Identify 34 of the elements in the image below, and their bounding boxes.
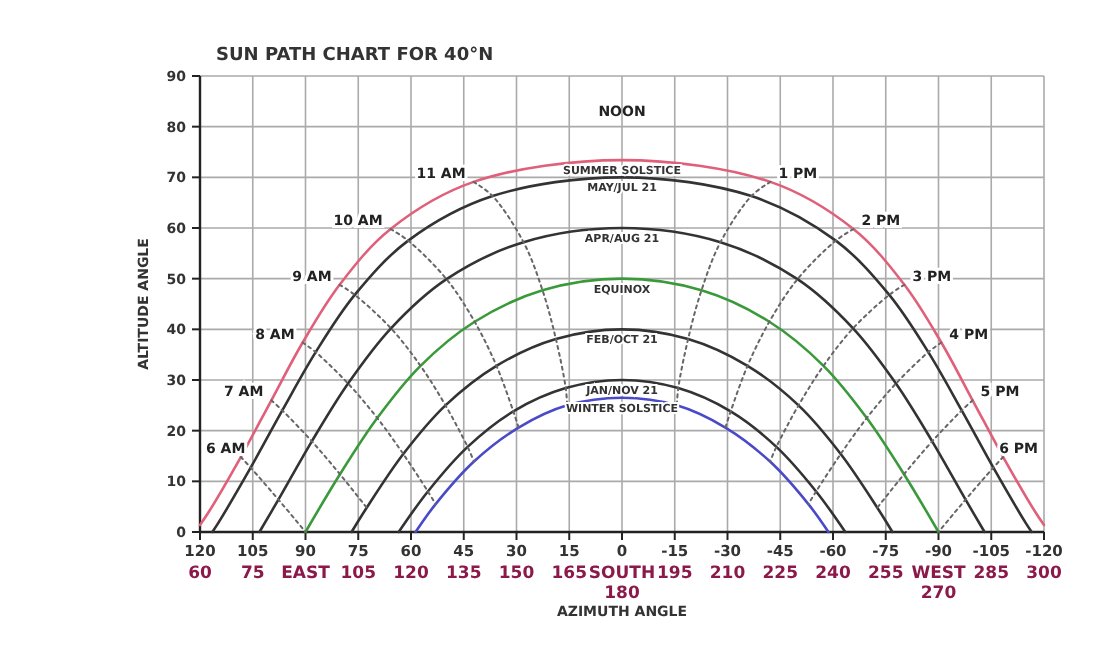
line-series	[258, 226, 986, 534]
x2-tick-label: 105	[340, 564, 377, 584]
x2-tick-label: 285	[973, 564, 1010, 584]
x2-tick-label: WEST 270	[911, 564, 966, 604]
line-series	[338, 283, 475, 463]
line-series	[807, 341, 943, 506]
chart-title: SUN PATH CHART FOR 40°N	[216, 46, 494, 66]
x2-tick-label: 300	[1026, 564, 1062, 584]
x2-tick-label: SOUTH 180	[588, 564, 656, 604]
line-series	[675, 180, 772, 407]
line-series	[724, 228, 855, 429]
line-series	[389, 228, 520, 429]
x2-tick-label: 240	[815, 564, 851, 584]
line-series	[270, 399, 368, 509]
x2-tick-label: EAST	[281, 564, 331, 584]
x2-tick-label: 150	[498, 564, 535, 584]
line-series	[414, 396, 830, 534]
x2-tick-label: 60	[188, 564, 212, 584]
line-series	[350, 328, 894, 534]
line-series	[397, 378, 847, 534]
x2-tick-label: 195	[657, 564, 693, 584]
line-series	[937, 456, 1005, 533]
x2-tick-label: 225	[762, 564, 799, 584]
x2-tick-label: 135	[446, 564, 482, 584]
x2-tick-label: 210	[709, 564, 746, 584]
line-series	[301, 341, 437, 506]
x2-tick-label: 255	[868, 564, 904, 584]
x2-tick-label: 75	[240, 564, 265, 584]
x2-tick-label: 120	[393, 564, 429, 584]
line-series	[876, 399, 974, 509]
line-series	[239, 456, 307, 533]
line-series	[472, 180, 569, 407]
x2-tick-label: 165	[551, 564, 588, 584]
line-series	[769, 283, 906, 463]
